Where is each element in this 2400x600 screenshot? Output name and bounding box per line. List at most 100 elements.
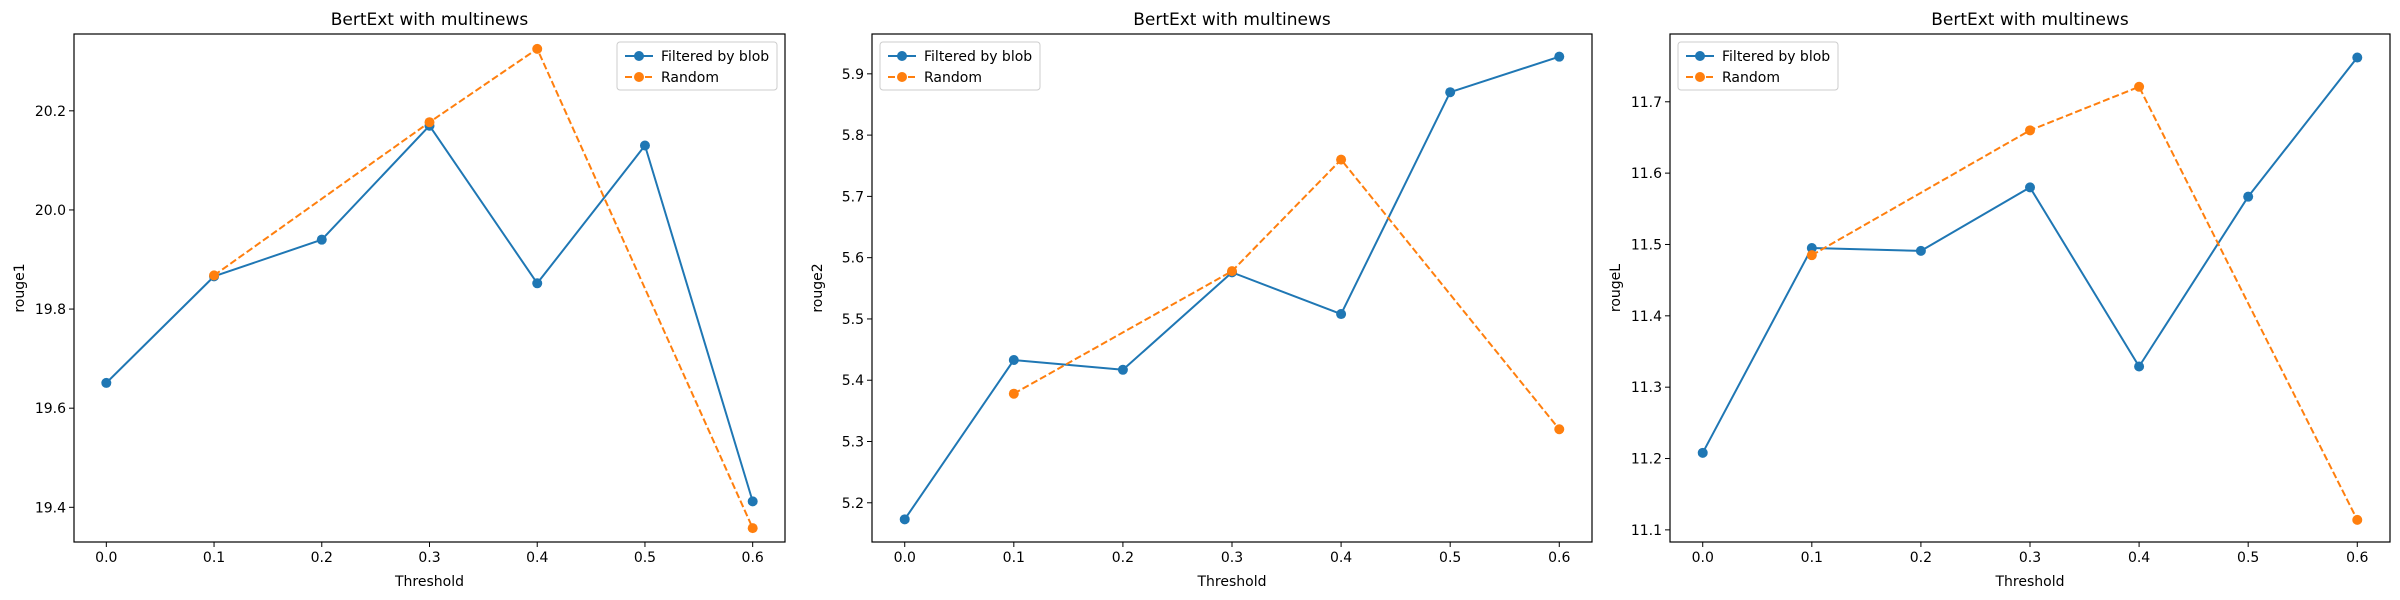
y-tick-label: 5.4 [842,373,864,389]
x-tick-label: 0.0 [95,550,117,566]
data-point [1554,424,1565,435]
y-tick-label: 5.5 [842,312,864,328]
chart-panel-1: BertExt with multinews 0.0 0.1 0.2 0.3 0.4 0.5… [12,10,786,590]
data-point [209,270,220,281]
legend: Filtered by blob Random [1677,41,1839,91]
y-tick-label: 20.2 [35,104,66,120]
y-axis-label: rouge2 [810,263,826,312]
x-tick-label: 0.4 [526,550,548,566]
y-tick-label: 19.4 [35,500,66,516]
x-axis-label: Threshold [394,574,464,590]
data-point [747,523,758,534]
chart-title: BertExt with multinews [331,10,529,30]
chart-title: BertExt with multinews [1133,10,1331,30]
data-point [1915,245,1926,256]
legend-swatch-marker [1695,51,1705,61]
data-point [1117,364,1128,375]
data-point [1806,243,1817,254]
data-point [639,140,650,151]
legend-label: Random [661,70,719,86]
data-point [1008,355,1019,366]
y-tick-label: 11.4 [1631,309,1662,325]
data-point [2243,191,2254,202]
x-tick-label: 0.1 [1003,550,1025,566]
legend-swatch-marker [897,51,907,61]
y-axis-label: rouge1 [12,263,28,312]
y-tick-label: 11.2 [1631,452,1662,468]
legend-box [616,41,778,91]
data-point [1445,87,1456,98]
data-point [1336,154,1347,165]
legend-label: Filtered by blob [924,49,1032,65]
series-line-filtered-by-blob [1701,56,2359,454]
chart-panel-3: BertExt with multinews 0.0 0.1 0.2 0.3 0.4 0.5… [1608,10,2391,590]
x-tick-label: 0.2 [311,550,333,566]
x-tick-label: 0.4 [1330,550,1352,566]
x-axis-label: Threshold [1995,574,2065,590]
x-tick-label: 0.3 [2019,550,2041,566]
x-tick-label: 0.1 [1801,550,1823,566]
x-tick-label: 0.6 [742,550,764,566]
data-point [747,496,758,507]
legend: Filtered by blob Random [879,41,1041,91]
x-tick-label: 0.4 [2128,550,2150,566]
data-point [2025,182,2035,193]
y-tick-label: 5.8 [842,128,864,144]
y-tick-label: 5.7 [842,189,864,205]
axes-frame [1669,33,2391,543]
x-tick-label: 0.2 [1112,550,1134,566]
legend-swatch-marker [634,72,644,82]
x-tick-label: 0.6 [2346,550,2368,566]
y-tick-label: 11.3 [1631,380,1662,396]
axes-frame [871,33,1593,543]
chart-title: BertExt with multinews [1931,10,2129,30]
x-tick-label: 0.5 [634,550,656,566]
data-point [316,234,327,245]
chart-panel-2: BertExt with multinews 0.0 0.1 0.2 0.3 0.4 0.5… [810,10,1593,590]
y-tick-label: 5.6 [842,251,864,267]
data-point [532,278,543,289]
data-point [2025,125,2035,136]
series-line-random [213,47,754,529]
y-tick-label: 19.6 [35,401,66,417]
legend-swatch-marker [634,51,644,61]
data-point [101,377,112,388]
y-tick-label: 5.2 [842,496,864,512]
legend-label: Random [924,70,982,86]
data-point [1806,250,1817,261]
legend-label: Filtered by blob [661,49,769,65]
y-tick-label: 19.8 [35,302,66,318]
axes-frame [73,33,786,543]
x-tick-label: 0.5 [1439,550,1461,566]
y-tick-label: 11.6 [1631,166,1662,182]
legend: Filtered by blob Random [616,41,778,91]
legend-swatch-marker [1695,72,1705,82]
data-point [424,117,435,128]
x-tick-label: 0.0 [894,550,916,566]
legend-box [879,41,1041,91]
data-point [1227,266,1237,277]
y-tick-label: 11.1 [1631,523,1662,539]
data-point [532,43,543,54]
series-line-random [1013,158,1561,430]
data-point [2352,514,2363,525]
data-point [2134,81,2145,92]
x-tick-label: 0.3 [1221,550,1243,566]
data-point [2134,361,2145,372]
x-axis-label: Threshold [1197,574,1267,590]
x-tick-label: 0.3 [418,550,440,566]
x-tick-label: 0.0 [1692,550,1714,566]
y-tick-label: 20.0 [35,203,66,219]
data-point [1008,388,1019,399]
data-point [2352,52,2363,63]
x-tick-label: 0.1 [203,550,225,566]
data-point [1554,51,1565,62]
y-tick-label: 5.9 [842,67,864,83]
legend-swatch-marker [897,72,907,82]
y-tick-label: 5.3 [842,435,864,451]
data-point [1336,309,1347,320]
data-point [1697,447,1708,458]
x-tick-label: 0.2 [1910,550,1932,566]
series-line-random [1811,85,2359,521]
